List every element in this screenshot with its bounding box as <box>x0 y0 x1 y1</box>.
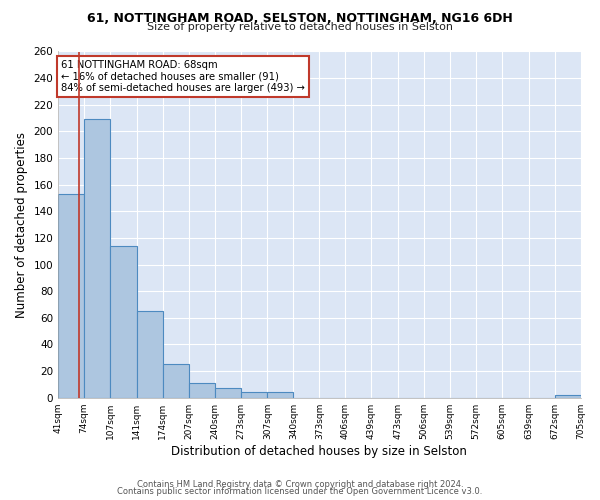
Bar <box>58 194 84 398</box>
X-axis label: Distribution of detached houses by size in Selston: Distribution of detached houses by size … <box>172 444 467 458</box>
Bar <box>215 388 241 398</box>
Text: Size of property relative to detached houses in Selston: Size of property relative to detached ho… <box>147 22 453 32</box>
Bar <box>268 392 293 398</box>
Text: 61, NOTTINGHAM ROAD, SELSTON, NOTTINGHAM, NG16 6DH: 61, NOTTINGHAM ROAD, SELSTON, NOTTINGHAM… <box>87 12 513 26</box>
Bar <box>554 395 581 398</box>
Bar <box>84 120 110 398</box>
Bar <box>189 383 215 398</box>
Text: Contains HM Land Registry data © Crown copyright and database right 2024.: Contains HM Land Registry data © Crown c… <box>137 480 463 489</box>
Text: 61 NOTTINGHAM ROAD: 68sqm
← 16% of detached houses are smaller (91)
84% of semi-: 61 NOTTINGHAM ROAD: 68sqm ← 16% of detac… <box>61 60 305 94</box>
Text: Contains public sector information licensed under the Open Government Licence v3: Contains public sector information licen… <box>118 488 482 496</box>
Bar <box>137 311 163 398</box>
Bar <box>241 392 268 398</box>
Bar <box>110 246 137 398</box>
Y-axis label: Number of detached properties: Number of detached properties <box>15 132 28 318</box>
Bar <box>163 364 189 398</box>
